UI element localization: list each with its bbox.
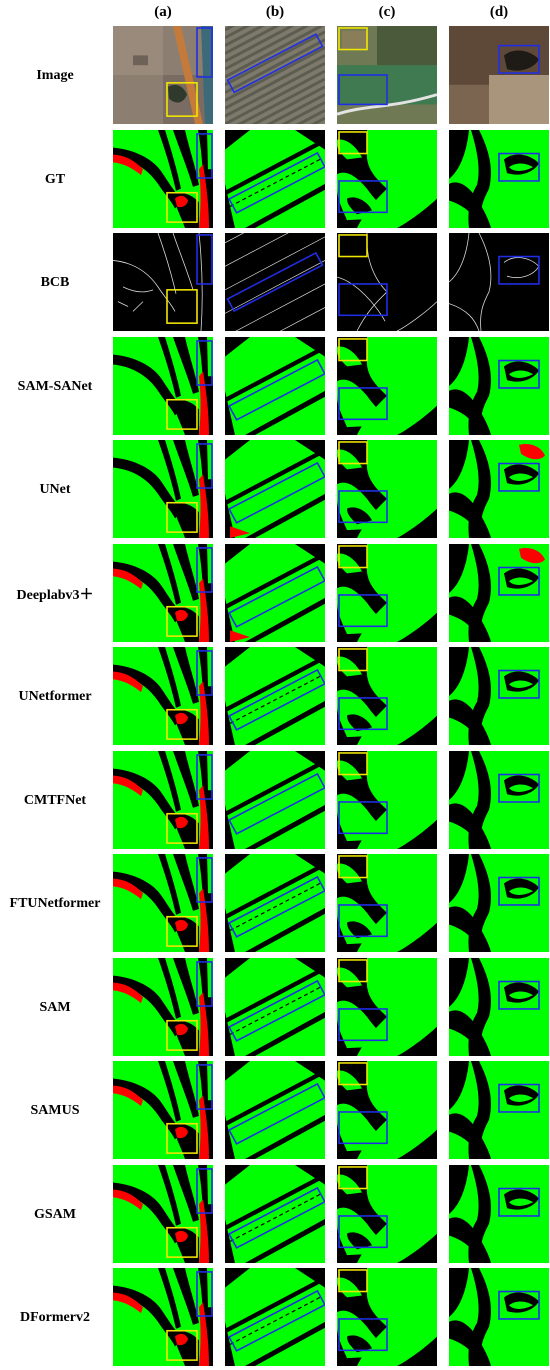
result-tile bbox=[449, 1061, 549, 1159]
row-label: SAMUS bbox=[30, 1103, 80, 1118]
result-tile bbox=[225, 543, 325, 642]
result-tile bbox=[449, 129, 549, 228]
result-tile bbox=[225, 129, 325, 228]
result-tile bbox=[449, 1268, 549, 1366]
result-tile bbox=[113, 1268, 213, 1366]
result-tile bbox=[225, 233, 325, 331]
result-tile bbox=[113, 233, 213, 331]
row-label: Image bbox=[36, 68, 74, 83]
result-tile bbox=[337, 750, 437, 849]
result-tile bbox=[449, 1164, 549, 1263]
result-tile bbox=[449, 336, 549, 435]
result-tile bbox=[449, 854, 549, 952]
result-tile bbox=[113, 647, 213, 745]
result-tile bbox=[225, 750, 325, 849]
result-tile bbox=[337, 957, 437, 1056]
result-tile bbox=[113, 750, 213, 849]
result-tile bbox=[225, 1268, 325, 1366]
row-label: UNet bbox=[39, 482, 71, 497]
result-tile bbox=[113, 129, 213, 228]
row-label: FTUNetformer bbox=[9, 896, 101, 911]
result-tile bbox=[113, 26, 213, 124]
result-tile bbox=[337, 854, 437, 952]
row-label: SAM-SANet bbox=[17, 378, 93, 394]
result-tile bbox=[337, 26, 437, 124]
result-tile bbox=[225, 854, 325, 952]
row-label: DFormerv2 bbox=[20, 1310, 90, 1325]
result-tile bbox=[225, 957, 325, 1056]
result-tile bbox=[225, 26, 325, 124]
result-tile bbox=[337, 233, 437, 331]
result-tile bbox=[225, 1061, 325, 1159]
result-tile bbox=[113, 336, 213, 435]
result-tile bbox=[337, 543, 437, 642]
result-tile bbox=[449, 543, 549, 642]
column-header: (d) bbox=[489, 4, 509, 20]
result-tile bbox=[337, 129, 437, 228]
result-tile bbox=[337, 336, 437, 435]
result-tile bbox=[113, 543, 213, 642]
column-header: (a) bbox=[154, 4, 172, 20]
result-tile bbox=[449, 26, 549, 124]
row-label: GSAM bbox=[34, 1206, 76, 1222]
row-label: UNetformer bbox=[18, 689, 92, 704]
result-tile bbox=[113, 1164, 213, 1263]
column-header: (b) bbox=[265, 4, 285, 20]
row-label: Deeplabv3＋ bbox=[16, 587, 94, 603]
result-tile bbox=[337, 1061, 437, 1159]
column-header: (c) bbox=[378, 4, 396, 20]
result-tile bbox=[449, 957, 549, 1056]
result-tile bbox=[449, 750, 549, 849]
result-tile bbox=[113, 440, 213, 538]
result-tile bbox=[337, 1268, 437, 1366]
result-tile bbox=[225, 1164, 325, 1263]
result-tile bbox=[225, 647, 325, 745]
result-tile bbox=[449, 647, 549, 745]
row-label: BCB bbox=[40, 275, 70, 290]
result-tile bbox=[337, 647, 437, 745]
result-tile bbox=[449, 233, 549, 331]
row-label: SAM bbox=[39, 999, 71, 1015]
result-tile bbox=[337, 1164, 437, 1263]
row-label: GT bbox=[44, 171, 66, 187]
result-tile bbox=[113, 854, 213, 952]
result-tile bbox=[113, 1061, 213, 1159]
result-tile bbox=[225, 336, 325, 435]
result-tile bbox=[225, 440, 325, 538]
row-label: CMTFNet bbox=[23, 792, 87, 808]
result-tile bbox=[113, 957, 213, 1056]
result-tile bbox=[449, 440, 549, 538]
result-tile bbox=[337, 440, 437, 538]
